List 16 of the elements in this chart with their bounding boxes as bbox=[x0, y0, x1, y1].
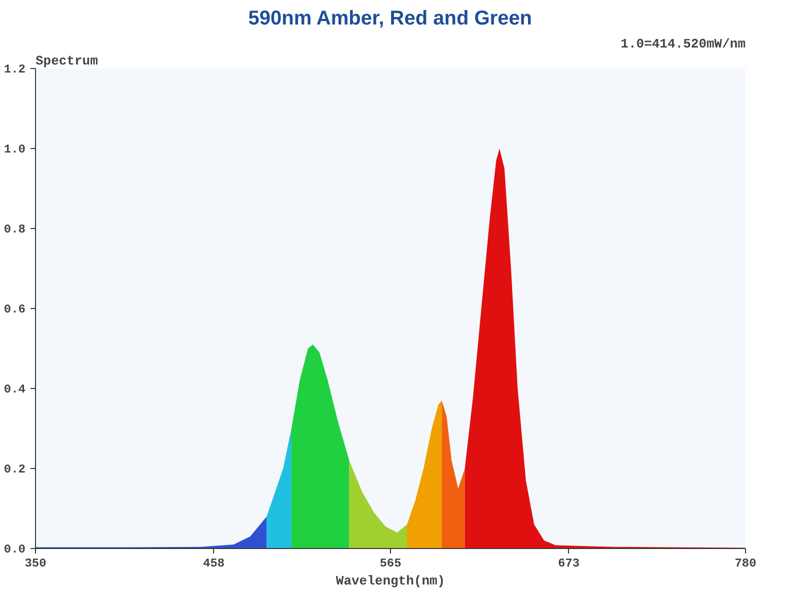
y-tick-label: 1.0 bbox=[4, 142, 26, 156]
y-tick-label: 0.0 bbox=[4, 542, 26, 556]
y-tick-label: 0.4 bbox=[4, 382, 26, 396]
y-axis-title: Spectrum bbox=[36, 54, 98, 68]
x-tick-label: 350 bbox=[24, 556, 46, 570]
y-tick-label: 0.2 bbox=[4, 462, 26, 476]
x-tick-label: 565 bbox=[380, 556, 402, 570]
chart-title: 590nm Amber, Red and Green bbox=[248, 8, 532, 30]
y-tick-label: 0.8 bbox=[4, 222, 26, 236]
x-tick-label: 458 bbox=[203, 556, 225, 570]
x-tick-label: 673 bbox=[558, 556, 580, 570]
y-tick-label: 0.6 bbox=[4, 302, 26, 316]
y-tick-label: 1.2 bbox=[4, 62, 26, 76]
x-axis-title: Wavelength(nm) bbox=[336, 574, 446, 588]
text: 1.0=414.520mW/nm bbox=[620, 36, 746, 52]
x-tick-label: 780 bbox=[734, 556, 756, 570]
